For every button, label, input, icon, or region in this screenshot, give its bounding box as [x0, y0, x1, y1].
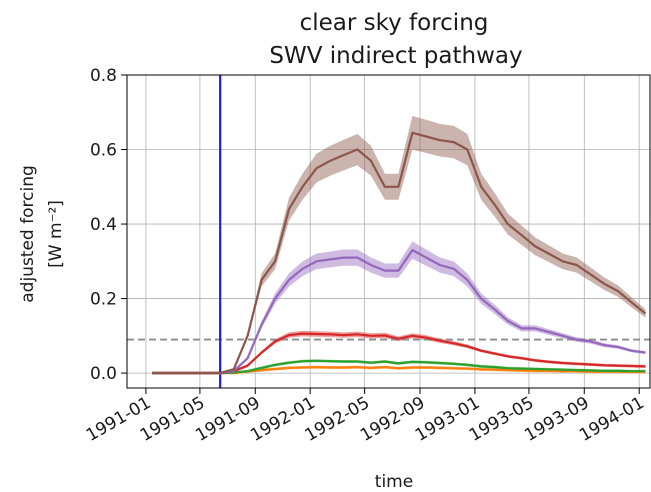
series-band-5	[152, 115, 646, 374]
y-tick-label: 0.6	[90, 141, 117, 161]
series-line-5	[152, 131, 647, 375]
series-line-3	[152, 332, 646, 375]
axes	[121, 74, 651, 394]
series-line-2	[152, 359, 646, 375]
y-tick-label: 0.4	[90, 215, 117, 235]
chart-title-line1: clear sky forcing	[300, 10, 489, 36]
chart-title-line2: SWV indirect pathway	[269, 43, 522, 69]
series-line-1	[152, 366, 646, 375]
y-tick-label: 0.2	[90, 290, 117, 310]
y-tick-label: 0.0	[90, 364, 117, 384]
y-axis-label-line1: adjusted forcing	[18, 165, 38, 303]
x-axis-label: time	[375, 472, 413, 492]
y-tick-label: 0.8	[90, 66, 117, 86]
uncertainty-bands	[152, 115, 646, 374]
reference-lines	[127, 75, 650, 388]
plot-frame	[126, 74, 651, 389]
series-line-4	[152, 249, 646, 375]
series-band-4	[152, 241, 646, 374]
grid	[127, 74, 650, 388]
y-axis-label-line2: [W m⁻²]	[46, 200, 66, 268]
series-lines	[152, 131, 647, 375]
